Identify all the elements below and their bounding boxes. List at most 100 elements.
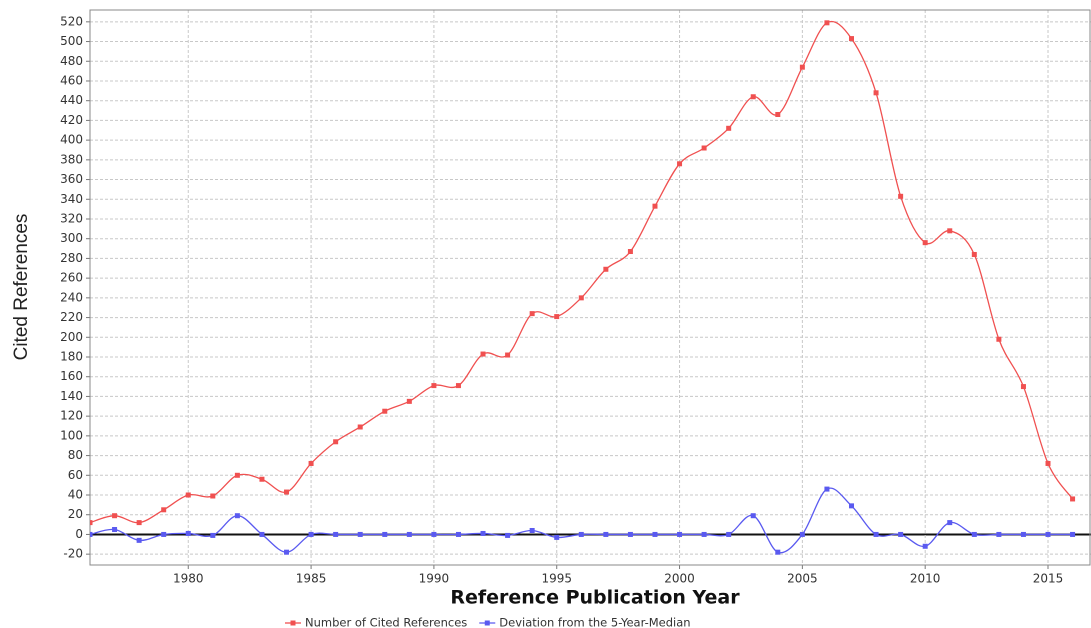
point — [873, 90, 879, 96]
point — [382, 531, 388, 537]
legend-marker — [484, 620, 490, 626]
x-tick-label: 1980 — [173, 572, 204, 586]
y-tick-label: 380 — [60, 152, 83, 166]
y-tick-label: 300 — [60, 231, 83, 245]
point — [824, 20, 830, 26]
y-tick-label: 360 — [60, 172, 83, 186]
point — [947, 520, 953, 526]
plot-frame — [89, 9, 1091, 566]
x-tick-label: 2010 — [910, 572, 941, 586]
point — [90, 520, 93, 526]
x-tick-label: 2000 — [664, 572, 695, 586]
point — [480, 530, 486, 536]
y-tick-label: 320 — [60, 211, 83, 225]
point — [136, 537, 142, 543]
x-tick-label: 1990 — [419, 572, 450, 586]
y-tick-label: 80 — [68, 448, 83, 462]
point — [284, 489, 290, 495]
point — [431, 383, 437, 389]
point — [701, 531, 707, 537]
point — [136, 520, 142, 526]
point — [259, 531, 265, 537]
point — [185, 492, 191, 498]
point — [677, 531, 683, 537]
point — [603, 531, 609, 537]
point — [234, 513, 240, 519]
point — [455, 383, 461, 389]
point — [627, 249, 633, 255]
x-tick-label: 2005 — [787, 572, 818, 586]
point — [578, 295, 584, 301]
point — [652, 531, 658, 537]
y-tick-label: 500 — [60, 34, 83, 48]
point — [848, 36, 854, 42]
point — [775, 549, 781, 555]
point — [1070, 531, 1076, 537]
y-tick-label: 520 — [60, 14, 83, 28]
point — [750, 513, 756, 519]
point — [799, 64, 805, 70]
y-tick-label: 460 — [60, 73, 83, 87]
point — [775, 111, 781, 117]
y-tick-label: 480 — [60, 54, 83, 68]
point — [701, 145, 707, 151]
point — [1020, 384, 1026, 390]
y-tick-label: 140 — [60, 389, 83, 403]
point — [112, 513, 118, 519]
point — [1020, 531, 1026, 537]
y-tick-label: 420 — [60, 113, 83, 127]
point — [652, 203, 658, 209]
y-tick-label: 40 — [68, 488, 83, 502]
y-tick-label: 180 — [60, 349, 83, 363]
point — [308, 460, 314, 466]
legend-label: Deviation from the 5-Year-Median — [499, 616, 690, 628]
point — [357, 531, 363, 537]
y-tick-label: 260 — [60, 271, 83, 285]
point — [1045, 460, 1051, 466]
point — [578, 531, 584, 537]
point — [406, 531, 412, 537]
point — [898, 531, 904, 537]
legend-marker — [290, 620, 296, 626]
point — [333, 531, 339, 537]
point — [873, 531, 879, 537]
point — [210, 532, 216, 538]
series-line — [90, 20, 1074, 524]
y-tick-label: 280 — [60, 251, 83, 265]
y-tick-label: -20 — [63, 547, 83, 561]
point — [1045, 531, 1051, 537]
point — [947, 228, 953, 234]
point — [431, 531, 437, 537]
point — [996, 336, 1002, 342]
y-tick-label: 220 — [60, 310, 83, 324]
point — [284, 549, 290, 555]
point — [799, 531, 805, 537]
point — [308, 531, 314, 537]
point — [971, 251, 977, 257]
point — [996, 531, 1002, 537]
point — [90, 531, 93, 537]
point — [382, 408, 388, 414]
y-tick-label: 60 — [68, 468, 83, 482]
y-tick-label: 240 — [60, 290, 83, 304]
x-axis-label: Reference Publication Year — [450, 587, 740, 609]
point — [210, 493, 216, 499]
point — [455, 531, 461, 537]
point — [529, 311, 535, 317]
point — [112, 527, 118, 533]
point — [406, 398, 412, 404]
y-tick-label: 340 — [60, 192, 83, 206]
point — [677, 161, 683, 167]
y-axis-label: Cited References — [11, 214, 32, 361]
point — [922, 543, 928, 549]
x-tick-label: 1995 — [541, 572, 572, 586]
point — [971, 531, 977, 537]
point — [898, 193, 904, 199]
x-tick-label: 1985 — [296, 572, 327, 586]
x-tick-label: 2015 — [1033, 572, 1064, 586]
point — [529, 527, 535, 533]
point — [726, 125, 732, 131]
point — [750, 94, 756, 100]
y-tick-label: 100 — [60, 428, 83, 442]
